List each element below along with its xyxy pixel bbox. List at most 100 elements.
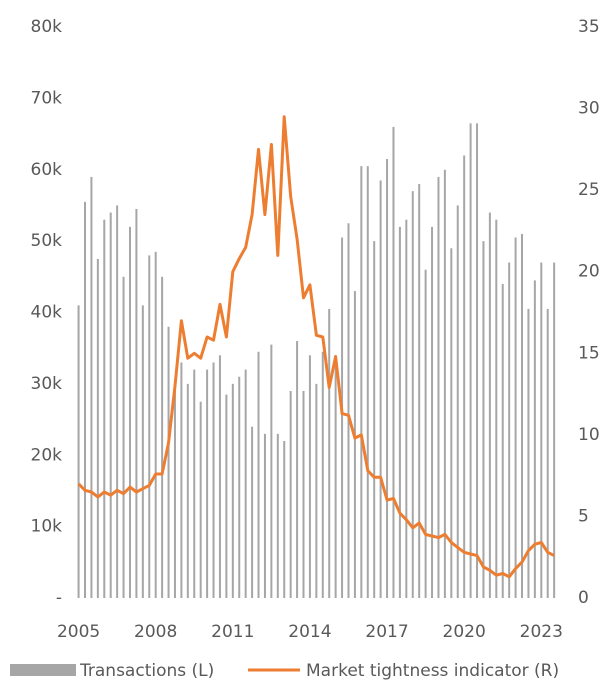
bar xyxy=(83,201,86,598)
bar xyxy=(321,351,324,598)
bar xyxy=(77,305,80,598)
bar xyxy=(334,355,337,598)
bar xyxy=(193,369,196,598)
bar xyxy=(122,276,125,598)
x-tick-label: 2023 xyxy=(520,622,563,642)
y-tick-label: 60k xyxy=(31,160,63,180)
bar xyxy=(141,305,144,598)
bar xyxy=(553,262,556,598)
bar xyxy=(283,440,286,598)
y2-tick-label: 0 xyxy=(578,588,589,608)
bar xyxy=(501,283,504,598)
bar xyxy=(116,205,119,598)
y2-tick-label: 5 xyxy=(578,506,589,526)
bar xyxy=(90,176,93,598)
bar xyxy=(244,369,247,598)
y-tick-label: 40k xyxy=(31,303,63,323)
bar xyxy=(173,383,176,598)
bar xyxy=(161,276,164,598)
bar xyxy=(347,223,350,598)
bar xyxy=(251,426,254,598)
bar xyxy=(411,191,414,598)
bar xyxy=(514,237,517,598)
bar xyxy=(488,212,491,598)
bar xyxy=(424,269,427,598)
x-tick-label: 2020 xyxy=(443,622,486,642)
x-tick-label: 2017 xyxy=(365,622,408,642)
bar xyxy=(302,391,305,598)
y-tick-label: 30k xyxy=(31,374,63,394)
bar xyxy=(379,180,382,599)
bar xyxy=(437,176,440,598)
bar xyxy=(180,362,183,598)
x-tick-label: 2011 xyxy=(211,622,254,642)
y-tick-label: 10k xyxy=(31,517,63,537)
bar xyxy=(96,258,99,598)
bar xyxy=(263,433,266,598)
bar xyxy=(167,326,170,598)
bar xyxy=(405,219,408,598)
bar xyxy=(231,383,234,598)
y-tick-label: 70k xyxy=(31,88,63,108)
y2-tick-label: 10 xyxy=(578,425,600,445)
bar xyxy=(540,262,543,598)
bar xyxy=(135,209,138,598)
bar xyxy=(360,166,363,598)
bar xyxy=(533,280,536,598)
y-tick-label: - xyxy=(56,588,62,608)
bar xyxy=(418,184,421,598)
bar xyxy=(476,123,479,598)
line xyxy=(77,115,555,579)
bar xyxy=(308,355,311,598)
bar xyxy=(103,219,106,598)
legend-label: Market tightness indicator (R) xyxy=(306,661,559,681)
y-tick-label: 80k xyxy=(31,17,63,37)
y2-tick-label: 20 xyxy=(578,262,600,282)
bar xyxy=(443,169,446,598)
y-tick-label: 20k xyxy=(31,445,63,465)
x-tick-label: 2008 xyxy=(134,622,177,642)
bar xyxy=(482,241,485,598)
bar xyxy=(315,383,318,598)
bar xyxy=(398,226,401,598)
y-tick-label: 50k xyxy=(31,231,63,251)
legend-label: Transactions (L) xyxy=(79,661,214,681)
y2-tick-label: 30 xyxy=(578,99,600,119)
bar xyxy=(450,248,453,598)
bar xyxy=(463,155,466,598)
bar xyxy=(276,433,279,598)
bar xyxy=(128,226,131,598)
bar xyxy=(546,308,549,598)
bar xyxy=(199,401,202,598)
bar xyxy=(373,241,376,598)
bar xyxy=(296,341,299,598)
y2-tick-label: 15 xyxy=(578,343,600,363)
bar xyxy=(353,291,356,598)
bar xyxy=(508,262,511,598)
bar xyxy=(328,308,331,598)
legend-swatch xyxy=(10,664,76,676)
bar xyxy=(386,159,389,598)
bar xyxy=(289,391,292,598)
bar xyxy=(225,394,228,598)
bar xyxy=(154,251,157,599)
y2-tick-label: 35 xyxy=(578,17,600,37)
bar xyxy=(206,369,209,598)
bar xyxy=(495,219,498,598)
bar xyxy=(218,355,221,598)
bar xyxy=(456,205,459,598)
bar xyxy=(469,123,472,598)
bar xyxy=(431,226,434,598)
bar xyxy=(270,344,273,598)
x-tick-label: 2005 xyxy=(57,622,100,642)
bar xyxy=(527,308,530,598)
bar xyxy=(109,212,112,598)
y2-tick-label: 25 xyxy=(578,180,600,200)
bar xyxy=(341,237,344,598)
bar xyxy=(257,351,260,598)
bar xyxy=(521,233,524,599)
bar xyxy=(212,362,215,598)
bar xyxy=(392,126,395,599)
bar xyxy=(238,376,241,598)
